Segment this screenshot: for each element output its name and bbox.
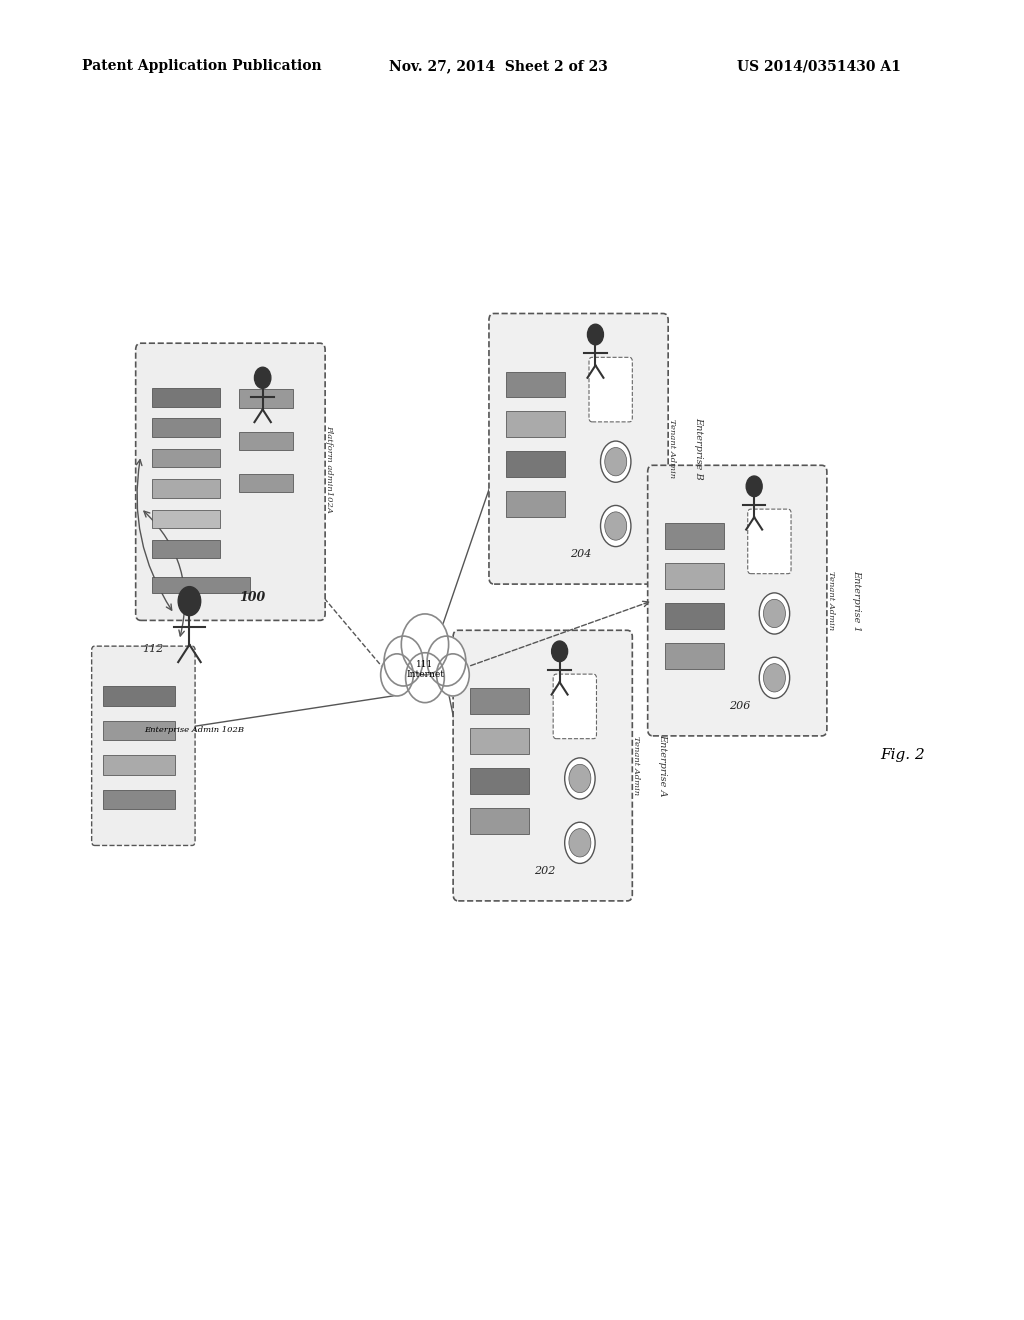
Circle shape: [381, 653, 414, 696]
Bar: [665, 524, 724, 549]
Ellipse shape: [569, 764, 591, 792]
Text: Enterprise B: Enterprise B: [694, 417, 702, 480]
Bar: [152, 577, 250, 593]
FancyBboxPatch shape: [647, 466, 827, 737]
Text: 100: 100: [240, 590, 265, 603]
Circle shape: [427, 636, 466, 686]
Bar: [470, 689, 529, 714]
Circle shape: [588, 325, 603, 345]
Text: Tenant Admin: Tenant Admin: [668, 420, 676, 478]
Bar: [240, 474, 293, 492]
Text: 206: 206: [729, 701, 751, 710]
Bar: [665, 603, 724, 628]
Bar: [506, 451, 565, 477]
FancyBboxPatch shape: [92, 647, 195, 846]
Bar: [102, 789, 175, 809]
Bar: [240, 389, 293, 408]
Ellipse shape: [600, 506, 631, 546]
Circle shape: [401, 614, 449, 675]
Ellipse shape: [564, 822, 595, 863]
Text: Patent Application Publication: Patent Application Publication: [82, 59, 322, 74]
FancyBboxPatch shape: [589, 358, 632, 422]
Circle shape: [406, 653, 444, 702]
Bar: [152, 388, 220, 407]
Text: Enterprise A: Enterprise A: [658, 734, 667, 797]
Text: Nov. 27, 2014  Sheet 2 of 23: Nov. 27, 2014 Sheet 2 of 23: [389, 59, 608, 74]
Ellipse shape: [605, 447, 627, 475]
FancyBboxPatch shape: [553, 675, 596, 739]
Text: Enterprise Admin 102B: Enterprise Admin 102B: [144, 726, 245, 734]
Bar: [102, 686, 175, 706]
Bar: [470, 768, 529, 793]
Circle shape: [254, 367, 270, 388]
Text: 202: 202: [535, 866, 556, 875]
Ellipse shape: [764, 599, 785, 627]
Circle shape: [178, 586, 201, 615]
Bar: [240, 432, 293, 450]
Circle shape: [384, 636, 423, 686]
FancyBboxPatch shape: [488, 314, 668, 583]
Text: Platform admin102A: Platform admin102A: [326, 425, 333, 512]
Ellipse shape: [759, 593, 790, 634]
Bar: [152, 479, 220, 498]
Bar: [102, 721, 175, 741]
Ellipse shape: [600, 441, 631, 482]
FancyBboxPatch shape: [748, 510, 791, 574]
Bar: [152, 510, 220, 528]
Text: 204: 204: [570, 549, 592, 558]
Ellipse shape: [764, 664, 785, 692]
Text: US 2014/0351430 A1: US 2014/0351430 A1: [737, 59, 901, 74]
Text: 111
Internet: 111 Internet: [406, 660, 444, 678]
Bar: [665, 643, 724, 669]
Ellipse shape: [605, 512, 627, 540]
Bar: [665, 564, 724, 589]
FancyBboxPatch shape: [453, 631, 633, 900]
Bar: [506, 372, 565, 397]
Text: Tenant Admin: Tenant Admin: [827, 572, 835, 630]
Text: Enterprise 1: Enterprise 1: [852, 570, 861, 631]
Bar: [506, 491, 565, 517]
Text: Tenant Admin: Tenant Admin: [633, 737, 640, 795]
Ellipse shape: [569, 829, 591, 857]
Text: 112: 112: [142, 644, 164, 653]
Circle shape: [552, 642, 567, 661]
Circle shape: [746, 477, 762, 496]
Bar: [152, 540, 220, 558]
Bar: [470, 729, 529, 754]
FancyBboxPatch shape: [135, 343, 326, 620]
Bar: [152, 449, 220, 467]
Text: Fig. 2: Fig. 2: [881, 748, 926, 762]
Bar: [506, 412, 565, 437]
Circle shape: [436, 653, 469, 696]
Bar: [470, 808, 529, 834]
Bar: [102, 755, 175, 775]
Bar: [152, 418, 220, 437]
Ellipse shape: [564, 758, 595, 799]
Ellipse shape: [759, 657, 790, 698]
